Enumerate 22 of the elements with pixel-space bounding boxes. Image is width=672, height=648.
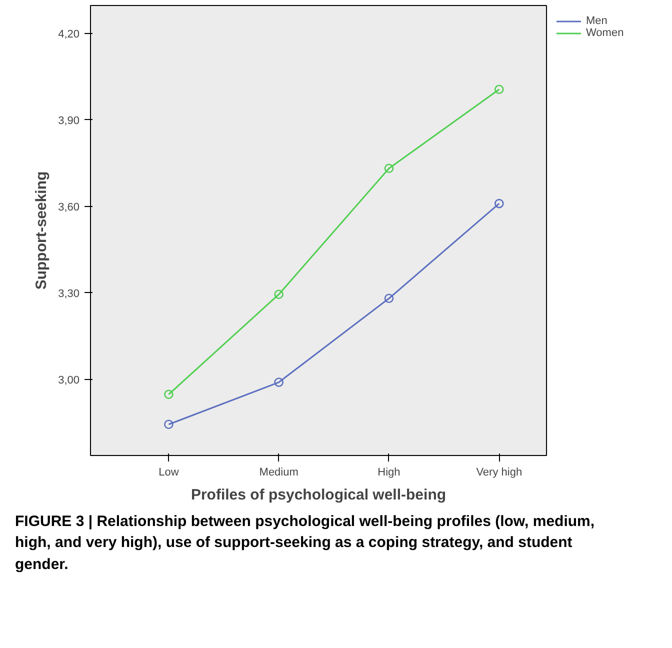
x-tick-label: Low: [158, 466, 179, 478]
y-tick-label: 4,20: [58, 28, 80, 40]
point: [164, 390, 174, 400]
point: [384, 294, 394, 304]
y-tick-label: 3,90: [58, 114, 80, 127]
point: [274, 290, 284, 299]
point: [384, 164, 394, 174]
legend-label: Women: [586, 27, 624, 39]
point: [164, 420, 174, 430]
y-tick-label: 3,00: [58, 374, 80, 386]
x-tick-label: Very high: [476, 466, 522, 478]
caption: FIGURE 3 | Relationship between psychological well-being profiles (low, medium, high, and very high), use of support-seeking as a coping strategy, and student gender.: [15, 512, 596, 575]
y-tick-label: 3,30: [58, 288, 80, 300]
y-tick-label: 3,60: [58, 201, 80, 214]
x-tick-label: High: [378, 466, 400, 478]
x-tick-label: Medium: [259, 466, 298, 478]
point: [274, 378, 284, 387]
point: [494, 198, 504, 208]
y-axis-title: Support-seeking: [33, 171, 50, 290]
legend-label: Men: [586, 15, 608, 27]
point: [494, 84, 504, 94]
x-axis-title: Profiles of psychological well-being: [190, 486, 446, 504]
